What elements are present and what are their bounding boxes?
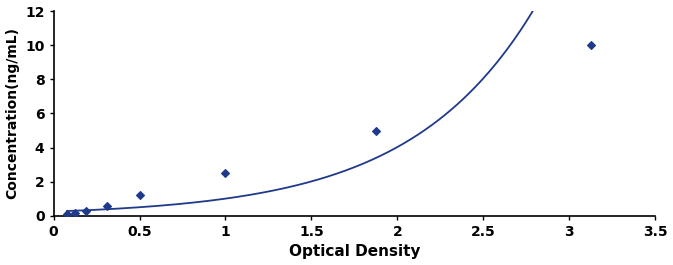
X-axis label: Optical Density: Optical Density (289, 244, 420, 259)
Y-axis label: Concentration(ng/mL): Concentration(ng/mL) (5, 28, 20, 200)
